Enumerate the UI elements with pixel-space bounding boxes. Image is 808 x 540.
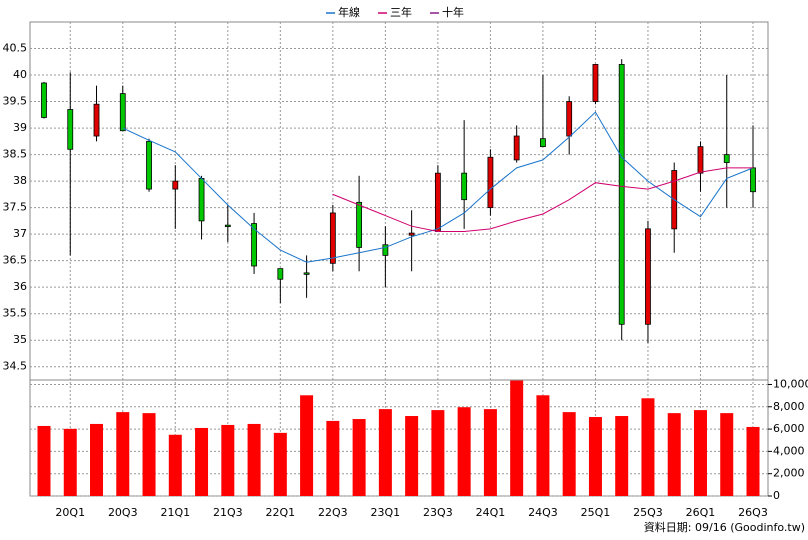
volume-bar <box>195 427 209 496</box>
x-tick-label: 25Q3 <box>633 506 663 519</box>
candle-body <box>513 135 520 161</box>
volume-bar <box>746 426 760 496</box>
volume-bar <box>641 398 655 496</box>
volume-bar <box>510 380 524 496</box>
candle-body <box>750 167 756 193</box>
y2-tick-label: 0 <box>773 489 780 502</box>
candle-body <box>434 172 441 232</box>
candle-body <box>303 272 310 275</box>
volume-bar <box>63 428 77 496</box>
candle-body <box>41 82 47 118</box>
volume-bar <box>273 432 287 496</box>
volume-bar <box>405 416 419 496</box>
volume-bar <box>431 410 445 496</box>
candle-body <box>172 180 179 190</box>
y2-tick-label: 4,000 <box>773 444 805 457</box>
y-tick-label: 35 <box>13 333 27 346</box>
y-tick-label: 39.5 <box>3 95 28 108</box>
legend-label: 年線 <box>338 5 360 19</box>
volume-bar <box>562 412 576 496</box>
volume-bar <box>457 407 471 496</box>
candle-body <box>487 156 494 209</box>
candle-body <box>697 146 704 174</box>
candle-body <box>329 212 336 264</box>
source-note: 資料日期: 09/16 (Goodinfo.tw) <box>644 520 805 534</box>
y-tick-label: 37 <box>13 227 27 240</box>
volume-bar <box>693 410 707 496</box>
volume-bar <box>536 395 550 496</box>
candle-body <box>408 232 415 236</box>
x-tick-label: 26Q1 <box>686 506 716 519</box>
x-tick-label: 24Q1 <box>476 506 506 519</box>
x-tick-label: 21Q1 <box>160 506 190 519</box>
volume-bar <box>588 417 602 496</box>
candle-body <box>251 223 257 267</box>
candle-body <box>67 109 74 150</box>
candle-body <box>224 224 231 228</box>
x-tick-label: 22Q1 <box>266 506 296 519</box>
candle-body <box>723 154 730 163</box>
y-tick-label: 35.5 <box>3 307 28 320</box>
candle-body <box>618 64 625 325</box>
y2-tick-label: 6,000 <box>773 422 805 435</box>
x-tick-label: 23Q3 <box>423 506 453 519</box>
x-tick-label: 22Q3 <box>318 506 348 519</box>
y-tick-label: 39 <box>13 121 27 134</box>
ma-line <box>122 111 754 263</box>
volume-bar <box>168 434 182 496</box>
candle-body <box>119 93 126 132</box>
y-tick-label: 40 <box>13 68 27 81</box>
candle-body <box>461 172 468 201</box>
x-tick-label: 25Q1 <box>581 506 611 519</box>
y-tick-label: 36 <box>13 280 27 293</box>
volume-bar <box>90 423 104 496</box>
volume-bar <box>667 413 681 496</box>
candle-body <box>592 64 599 102</box>
volume-bar <box>221 424 235 496</box>
volume-bar <box>483 409 497 496</box>
x-tick-label: 23Q1 <box>371 506 401 519</box>
candle-body <box>356 201 363 248</box>
x-tick-label: 24Q3 <box>528 506 558 519</box>
candle-body <box>382 244 389 256</box>
x-tick-label: 20Q1 <box>55 506 85 519</box>
volume-bar <box>142 413 156 496</box>
volume-bar <box>116 412 130 496</box>
volume-bar <box>378 409 392 496</box>
y-tick-label: 37.5 <box>3 201 28 214</box>
y2-tick-label: 10,000 <box>773 377 808 390</box>
legend-label: 十年 <box>442 5 464 19</box>
plot-frame <box>29 21 769 497</box>
candle-body <box>566 101 573 137</box>
candle-body <box>645 228 651 325</box>
y-tick-label: 34.5 <box>3 360 28 373</box>
y-tick-label: 38.5 <box>3 148 28 161</box>
candle-body <box>540 138 546 148</box>
candle-body <box>198 178 205 222</box>
y-tick-label: 40.5 <box>3 42 28 55</box>
candle-body <box>93 103 100 137</box>
x-tick-label: 20Q3 <box>108 506 138 519</box>
x-tick-label: 21Q3 <box>213 506 243 519</box>
ma-line <box>332 167 753 232</box>
volume-bar <box>720 413 734 496</box>
candle-body <box>146 140 152 190</box>
volume-bar <box>352 419 366 496</box>
y-tick-label: 38 <box>13 174 27 187</box>
y2-tick-label: 8,000 <box>773 400 805 413</box>
volume-bar <box>300 395 314 496</box>
candle-body <box>277 268 284 280</box>
y-tick-label: 36.5 <box>3 254 28 267</box>
volume-bar <box>326 420 340 496</box>
volume-bar <box>37 425 51 496</box>
volume-bar <box>615 416 629 496</box>
x-tick-label: 26Q3 <box>738 506 768 519</box>
y2-tick-label: 2,000 <box>773 467 805 480</box>
volume-bar <box>247 423 261 496</box>
legend-label: 三年 <box>390 5 412 19</box>
